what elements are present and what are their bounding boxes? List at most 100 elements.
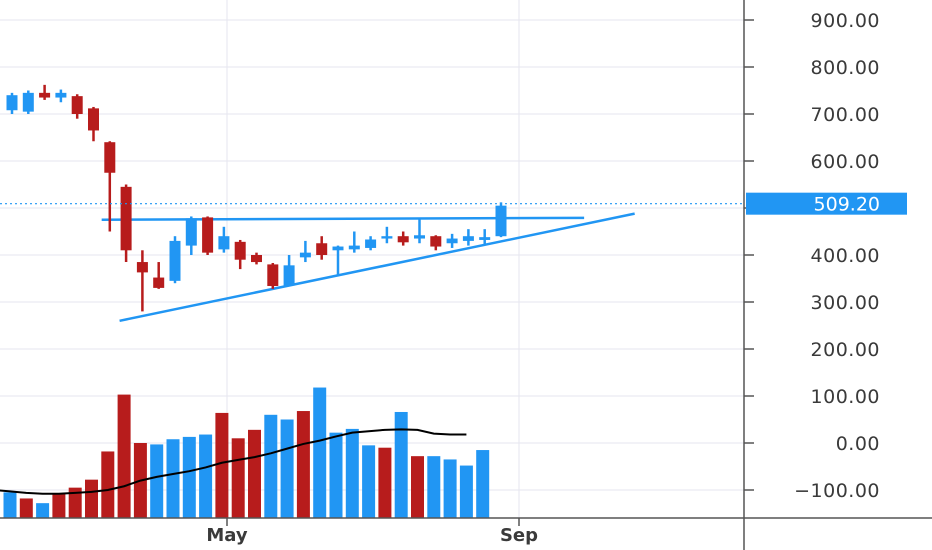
- volume-bar: [411, 456, 424, 518]
- candle-body: [153, 277, 165, 288]
- volume-bar: [19, 498, 33, 518]
- trendlines: [101, 212, 635, 323]
- candle: [414, 218, 425, 244]
- volume-bar: [101, 451, 115, 518]
- candle: [234, 239, 246, 270]
- candle-body: [202, 217, 214, 253]
- volume-bar: [476, 450, 490, 518]
- candle: [397, 231, 409, 246]
- y-tick-label: 800.00: [811, 57, 880, 79]
- volume-bar: [345, 428, 359, 518]
- volume-bar: [459, 465, 473, 518]
- candle: [365, 236, 377, 251]
- candle-body: [169, 240, 181, 281]
- volume-bar: [215, 412, 229, 518]
- grid: [0, 0, 744, 518]
- moving-average-line: [0, 428, 467, 495]
- y-tick-label: 700.00: [811, 104, 880, 126]
- candle: [169, 236, 181, 284]
- volume-bar: [378, 447, 392, 518]
- candle-body: [120, 186, 132, 251]
- candle: [381, 226, 393, 244]
- volume-bar: [68, 487, 82, 518]
- x-axis-ticks: May Sep: [206, 518, 538, 546]
- volume-bar: [166, 439, 180, 518]
- candle: [283, 255, 295, 287]
- candle: [202, 216, 214, 255]
- candle-body: [218, 236, 230, 250]
- candle-body: [6, 95, 18, 111]
- candle-body: [414, 235, 425, 239]
- candle: [495, 202, 507, 238]
- last-price-tag: 509.20: [746, 192, 907, 216]
- candle-body: [283, 265, 295, 286]
- trendline-resistance: [101, 216, 585, 221]
- candle: [104, 141, 116, 232]
- y-tick-label: 0.00: [836, 433, 880, 455]
- volume-bar: [36, 503, 50, 518]
- candle-body: [381, 236, 393, 239]
- volume-bar: [394, 411, 408, 518]
- x-tick-label: May: [206, 525, 248, 546]
- candlesticks: [6, 84, 507, 312]
- candle-body: [22, 92, 34, 112]
- candle: [299, 240, 311, 263]
- candle-body: [446, 238, 458, 244]
- candle-body: [71, 96, 83, 114]
- last-price-tag-box: [746, 192, 907, 215]
- candle: [88, 106, 99, 142]
- candle-body: [365, 239, 377, 248]
- volume-bar: [231, 438, 245, 518]
- candle: [251, 252, 262, 265]
- candle-body: [136, 262, 148, 273]
- volume-bar: [117, 394, 131, 518]
- trendline-support: [119, 212, 635, 323]
- candle: [136, 250, 148, 312]
- volume-bar: [182, 436, 196, 518]
- volume-bar: [427, 456, 441, 518]
- y-tick-label: 100.00: [811, 386, 880, 408]
- volume-bar: [362, 445, 376, 518]
- candle-body: [55, 92, 67, 98]
- candle: [316, 236, 328, 260]
- volume-bar: [313, 387, 327, 518]
- volume-bar: [150, 444, 164, 518]
- candle: [462, 229, 474, 246]
- candle-body: [495, 205, 507, 237]
- candle: [348, 231, 360, 253]
- last-price-label: 509.20: [814, 194, 880, 216]
- candle: [267, 262, 279, 289]
- y-tick-label: 400.00: [811, 245, 880, 267]
- y-tick-label: −100.00: [794, 480, 880, 502]
- candle: [430, 235, 442, 251]
- candle-body: [88, 108, 99, 131]
- candle: [479, 229, 491, 245]
- moving-average: [0, 428, 467, 495]
- candle-body: [185, 218, 197, 246]
- candle-body: [332, 246, 344, 251]
- candle-body: [251, 255, 262, 263]
- candle: [153, 262, 165, 289]
- candle: [71, 94, 83, 119]
- candle: [185, 216, 197, 255]
- candle: [120, 184, 132, 263]
- y-tick-label: 600.00: [811, 151, 880, 173]
- volume-bar: [329, 432, 343, 518]
- volume-bar: [264, 414, 278, 518]
- candle-body: [299, 252, 311, 258]
- candle: [6, 92, 18, 114]
- volume-bar: [248, 429, 261, 518]
- candle-body: [348, 245, 360, 250]
- y-axis-ticks: 900.00 800.00 700.00 600.00 400.00 300.00 200.…: [744, 10, 880, 502]
- candle-body: [104, 142, 116, 173]
- y-tick-label: 900.00: [811, 10, 880, 32]
- y-tick-label: 200.00: [811, 339, 880, 361]
- candle-body: [479, 237, 491, 240]
- volume-bar: [296, 411, 310, 518]
- candle: [39, 84, 51, 100]
- candle: [55, 89, 67, 103]
- candle-body: [316, 243, 328, 255]
- volume-bar: [3, 492, 17, 518]
- candle-body: [267, 264, 279, 287]
